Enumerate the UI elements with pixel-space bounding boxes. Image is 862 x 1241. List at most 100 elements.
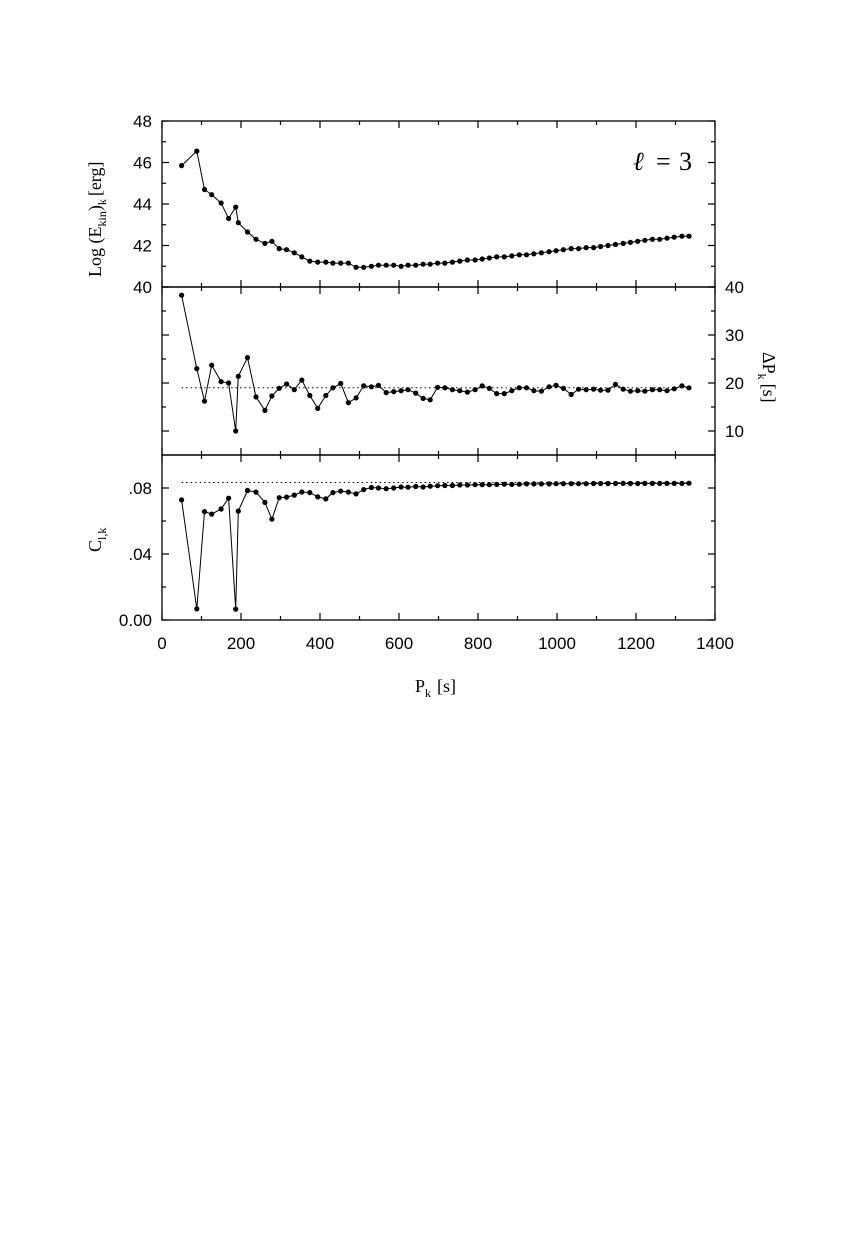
ckl-data-point xyxy=(598,480,604,487)
ekin-data-point xyxy=(269,238,275,244)
x-tick-label: 400 xyxy=(306,634,334,653)
ekin-y-tick-label: 46 xyxy=(133,154,152,173)
ekin-data-point xyxy=(664,235,670,241)
ekin-y-tick-label: 48 xyxy=(133,112,152,131)
ckl-data-point xyxy=(323,496,329,502)
ckl-data-point xyxy=(457,482,463,488)
ckl-data-point xyxy=(233,606,239,612)
ekin-data-point xyxy=(345,260,351,266)
deltaP-data-point xyxy=(457,388,463,394)
deltaP-data-point xyxy=(323,392,329,399)
ckl-series-line xyxy=(181,482,690,610)
ckl-data-point xyxy=(218,506,224,512)
ckl-data-point xyxy=(194,606,200,612)
ckl-data-point xyxy=(472,482,478,488)
ekin-data-point xyxy=(323,259,329,265)
deltaP-data-point xyxy=(657,387,663,393)
ekin-data-point xyxy=(509,253,515,259)
ekin-data-point xyxy=(383,262,389,268)
deltaP-data-point xyxy=(307,392,313,399)
ckl-data-point xyxy=(449,482,455,489)
deltaP-data-point xyxy=(209,362,215,368)
ekin-data-point xyxy=(284,247,290,253)
deltaP-y-tick-label: 10 xyxy=(725,422,744,441)
deltaP-data-point xyxy=(486,385,492,391)
deltaP-data-point xyxy=(330,385,336,391)
ckl-data-point xyxy=(657,480,663,486)
ckl-data-point xyxy=(413,483,419,490)
ckl-data-point xyxy=(671,480,677,486)
deltaP-data-point xyxy=(345,400,351,406)
ekin-data-point xyxy=(307,258,313,264)
ekin-data-point xyxy=(427,261,433,267)
deltaP-data-point xyxy=(368,384,374,390)
deltaP-data-point xyxy=(598,387,604,393)
ckl-data-point xyxy=(276,495,282,501)
deltaP-data-point xyxy=(413,390,419,396)
deltaP-data-point xyxy=(479,383,485,389)
panel-ekin: 40 42 44 46 48 xyxy=(133,112,716,297)
deltaP-data-point xyxy=(284,381,290,387)
ekin-data-point xyxy=(671,234,677,240)
deltaP-data-point xyxy=(591,386,597,392)
ckl-data-point xyxy=(479,482,485,488)
ekin-data-point xyxy=(501,254,507,260)
ekin-series-line xyxy=(181,150,689,268)
deltaP-frame xyxy=(161,286,716,456)
deltaP-data-point xyxy=(299,377,305,383)
ckl-data-point xyxy=(560,481,567,487)
deltaP-data-point xyxy=(420,395,426,401)
ckl-data-point xyxy=(620,480,626,486)
ekin-data-point xyxy=(338,260,344,266)
deltaP-data-point xyxy=(627,388,634,394)
ckl-data-point xyxy=(427,483,433,489)
ckl-data-point xyxy=(583,481,589,487)
deltaP-data-point xyxy=(686,385,692,391)
deltaP-data-point xyxy=(383,390,389,396)
ekin-data-point xyxy=(244,229,251,235)
x-tick-label: 1000 xyxy=(538,634,576,653)
deltaP-data-point xyxy=(620,386,626,392)
ekin-data-point xyxy=(375,262,382,268)
ckl-data-point xyxy=(591,480,597,487)
ckl-data-point xyxy=(391,485,397,491)
deltaP-data-point xyxy=(568,391,574,398)
ekin-data-point xyxy=(649,236,656,242)
ckl-data-point xyxy=(523,481,530,487)
ckl-data-point xyxy=(420,484,426,490)
deltaP-data-point xyxy=(338,380,344,387)
deltaP-data-point xyxy=(553,382,559,388)
ckl-data-point xyxy=(649,480,656,486)
ekin-data-point xyxy=(435,260,441,266)
deltaP-data-point xyxy=(375,382,382,388)
ckl-data-point xyxy=(501,481,507,487)
deltaP-data-point xyxy=(649,387,656,393)
ekin-data-point xyxy=(235,220,241,226)
ckl-data-point xyxy=(299,489,305,495)
ekin-data-point xyxy=(686,233,692,239)
ekin-data-point xyxy=(368,263,374,269)
deltaP-data-point xyxy=(235,373,241,379)
ekin-data-point xyxy=(291,250,297,256)
ckl-data-point xyxy=(553,481,559,487)
deltap-axis-title: ΔPk[s] xyxy=(755,352,779,403)
deltaP-data-point xyxy=(472,387,478,393)
ckl-data-point xyxy=(516,481,522,487)
deltaP-data-point xyxy=(546,384,552,390)
deltaP-data-point xyxy=(315,405,321,411)
ekin-data-point xyxy=(583,245,589,251)
ckl-data-point xyxy=(686,480,692,486)
deltaP-data-point xyxy=(642,388,648,394)
deltaP-y-tick-label: 40 xyxy=(725,278,744,297)
ekin-data-point xyxy=(642,237,648,243)
ekin-data-point xyxy=(531,251,537,257)
ekin-y-tick-label: 42 xyxy=(133,237,152,256)
deltaP-data-point xyxy=(679,383,685,389)
ckl-data-point xyxy=(664,480,670,486)
panel-ckl: 0.00 .04 .08 xyxy=(119,454,716,630)
ckl-data-point xyxy=(244,487,251,494)
deltaP-data-point xyxy=(635,388,641,394)
deltaP-data-point xyxy=(398,388,404,394)
ckl-data-point xyxy=(405,484,411,490)
